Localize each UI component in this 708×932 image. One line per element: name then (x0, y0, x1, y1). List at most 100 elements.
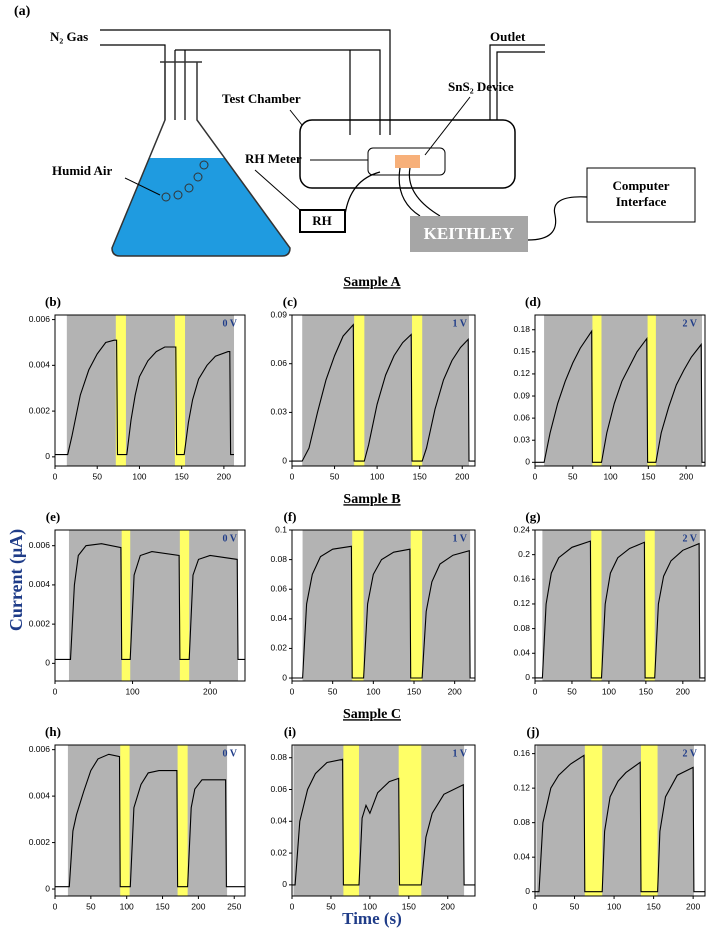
y-tick-label: 0.24 (513, 524, 530, 534)
x-tick-label: 200 (448, 686, 462, 696)
voltage-label: 2 V (682, 533, 697, 544)
panel-label: (g) (525, 509, 540, 524)
panel-label: (j) (527, 724, 540, 739)
x-tick-label: 150 (175, 471, 189, 481)
y-tick-label: 0.04 (513, 851, 530, 861)
axes-frame (534, 744, 706, 897)
axes-frame (291, 314, 476, 467)
axes-frame (534, 529, 706, 682)
x-tick-label: 0 (290, 686, 295, 696)
humid-label: Humid Air (52, 163, 113, 178)
plot-area (292, 530, 475, 681)
panel: 0 50 100 150 200 0 0.02 0.04 0.06 0.08 (i) 1 V (270, 724, 476, 911)
plot-area (55, 315, 235, 466)
y-tick-label: 0.006 (29, 314, 51, 324)
y-tick-label: 0.04 (270, 613, 287, 623)
rh-meter-label: RH Meter (245, 151, 302, 166)
y-tick-label: 0.06 (270, 583, 287, 593)
y-tick-label: 0.18 (513, 324, 530, 334)
x-tick-label: 50 (328, 686, 338, 696)
x-tick-label: 50 (567, 686, 577, 696)
x-tick-label: 150 (641, 471, 655, 481)
voltage-label: 1 V (452, 318, 467, 329)
shaded-region (293, 745, 465, 896)
y-tick-label: 0.16 (513, 574, 530, 584)
keithley-label: KEITHLEY (424, 224, 515, 243)
x-tick-label: 100 (363, 901, 377, 911)
x-tick-label: 150 (402, 901, 416, 911)
shaded-region (343, 745, 359, 896)
panel-label: (h) (45, 724, 61, 739)
x-tick-label: 200 (679, 471, 693, 481)
section-title: Sample C (343, 707, 401, 722)
device-label: SnS₂ Device (448, 79, 514, 94)
panel: 0 50 100 150 200 0 0.002 0.004 0.006 (b) 0 V (29, 294, 246, 481)
chamber (299, 119, 516, 189)
rh-box (299, 209, 346, 233)
y-tick-label: 0.006 (29, 540, 51, 550)
pointer (124, 177, 161, 196)
voltage-label: 2 V (682, 318, 697, 329)
voltage-label: 0 V (222, 533, 237, 544)
wires (344, 167, 441, 217)
y-tick-label: 0 (282, 879, 287, 889)
x-tick-label: 200 (191, 901, 205, 911)
y-tick-label: 0.08 (513, 817, 530, 827)
current-line (535, 540, 705, 679)
x-tick-label: 0 (53, 471, 58, 481)
shaded-region (174, 315, 186, 466)
plot-area (535, 530, 705, 681)
x-tick-label: 0 (290, 901, 295, 911)
y-tick-label: 0.04 (513, 648, 530, 658)
y-tick-label: 0.002 (29, 837, 51, 847)
y-tick-label: 0.002 (29, 618, 51, 628)
y-tick-label: 0.09 (270, 309, 287, 319)
y-tick-label: 0.02 (270, 643, 287, 653)
setup-diagram: (a) N₂ Gas Humid Air Test Chamber SnS₂ D… (14, 4, 696, 257)
x-tick-label: 200 (686, 901, 700, 911)
x-tick-label: 0 (533, 901, 538, 911)
y-tick-label: 0.12 (513, 782, 530, 792)
panel-label: (c) (283, 294, 297, 309)
x-tick-label: 200 (203, 686, 217, 696)
y-tick-label: 0.12 (513, 368, 530, 378)
y-tick-label: 0.004 (29, 790, 51, 800)
pointer (254, 169, 301, 211)
cable (527, 196, 588, 241)
section-title: Sample B (343, 492, 400, 507)
x-tick-label: 100 (125, 686, 139, 696)
x-tick-label: 100 (370, 471, 384, 481)
x-tick-label: 50 (326, 901, 336, 911)
plot-area (292, 315, 475, 466)
x-tick-label: 150 (639, 686, 653, 696)
pointer (424, 96, 471, 156)
section-title: Sample A (343, 275, 401, 290)
x-tick-label: 100 (607, 901, 621, 911)
x-tick-label: 0 (53, 901, 58, 911)
y-tick-label: 0 (282, 455, 287, 465)
device (395, 155, 420, 168)
y-tick-label: 0 (525, 457, 530, 467)
axes-frame (534, 314, 706, 467)
panel: 0 50 100 150 200 0 0.03 0.06 0.09(c) 1 V (270, 294, 476, 481)
y-tick-label: 0 (525, 672, 530, 682)
x-tick-label: 50 (92, 471, 102, 481)
y-tick-label: 0.03 (513, 434, 530, 444)
x-tick-label: 100 (602, 686, 616, 696)
x-tick-label: 0 (533, 686, 538, 696)
panel-label: (i) (284, 724, 296, 739)
shaded-region (179, 530, 190, 681)
x-tick-label: 100 (120, 901, 134, 911)
panel-label: (e) (46, 509, 60, 524)
y-tick-label: 0.09 (513, 390, 530, 400)
current-line (535, 329, 705, 463)
shaded-region (584, 745, 603, 896)
shaded-region (536, 745, 694, 896)
shaded-region (352, 530, 364, 681)
y-axis-label: Current (μA) (6, 529, 27, 631)
current-line (292, 545, 475, 679)
plot-area (535, 745, 705, 896)
rh-label: RH (312, 213, 332, 228)
axes-frame (291, 529, 476, 682)
